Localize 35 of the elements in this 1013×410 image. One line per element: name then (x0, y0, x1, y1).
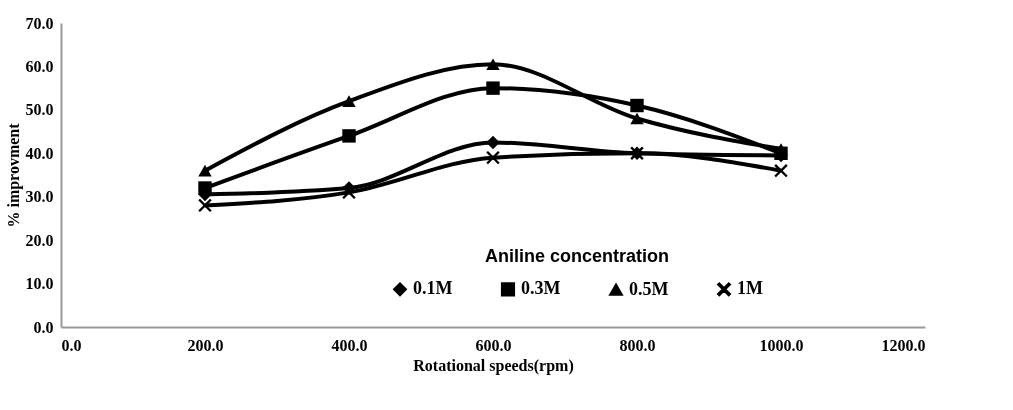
y-tick-label: 50.0 (25, 101, 54, 119)
x-tick-label: 600.0 (475, 336, 512, 354)
point (198, 181, 212, 195)
legend-label: 0.3M (521, 278, 561, 299)
point (486, 58, 500, 71)
x-tick-label: 1000.0 (759, 336, 804, 354)
point (486, 135, 500, 150)
point (486, 150, 500, 165)
legend-label: 0.1M (413, 278, 453, 299)
point (486, 81, 500, 95)
x-tick-label: 400.0 (331, 336, 368, 354)
y-tick-label: 30.0 (25, 188, 54, 206)
y-tick-label: 20.0 (25, 231, 54, 249)
y-tick-label: 60.0 (25, 57, 54, 75)
point (630, 98, 644, 113)
point (774, 163, 788, 178)
point (630, 112, 644, 125)
point (198, 164, 212, 177)
point (342, 95, 356, 107)
y-axis-title: % improvment (4, 122, 23, 228)
legend-title: Aniline concentration (484, 246, 670, 266)
x-tick-label: 200.0 (187, 336, 224, 354)
point (342, 129, 356, 143)
y-tick-label: 0.0 (33, 318, 54, 336)
legend-label: 0.5M (629, 278, 669, 299)
x-tick-label: 0.0 (61, 336, 82, 354)
y-tick-label: 10.0 (25, 275, 54, 293)
x-tick-label: 800.0 (619, 336, 656, 354)
point (198, 198, 212, 213)
x-tick-label: 1200.0 (881, 336, 926, 354)
point (342, 185, 356, 200)
x-axis-title: Rotational speeds(rpm) (413, 356, 574, 375)
y-tick-label: 40.0 (25, 144, 54, 162)
y-tick-label: 70.0 (25, 14, 54, 32)
legend-label: 1M (737, 278, 763, 299)
